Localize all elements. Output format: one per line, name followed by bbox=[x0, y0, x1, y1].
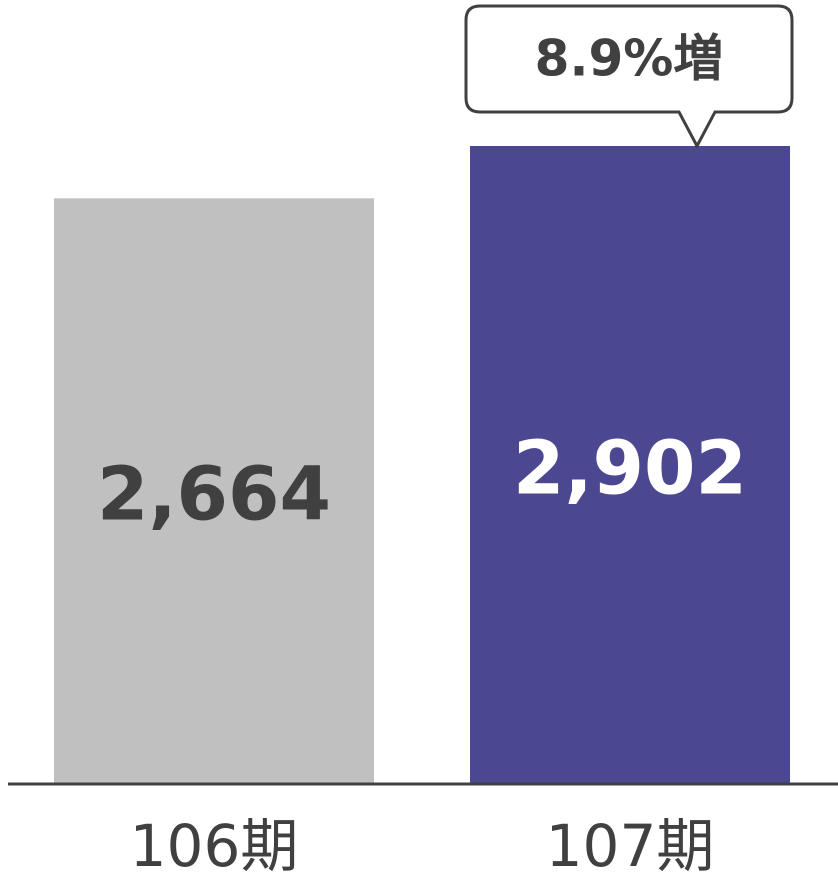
bar bbox=[470, 146, 790, 784]
data-label: 2,664 bbox=[97, 452, 331, 538]
data-label: 2,902 bbox=[513, 426, 747, 512]
x-tick-label: 107期 bbox=[546, 812, 715, 879]
bar bbox=[54, 198, 374, 784]
annotation: 8.9%増 bbox=[535, 30, 724, 88]
callout-box bbox=[464, 4, 794, 150]
x-tick-label: 106期 bbox=[130, 812, 299, 879]
